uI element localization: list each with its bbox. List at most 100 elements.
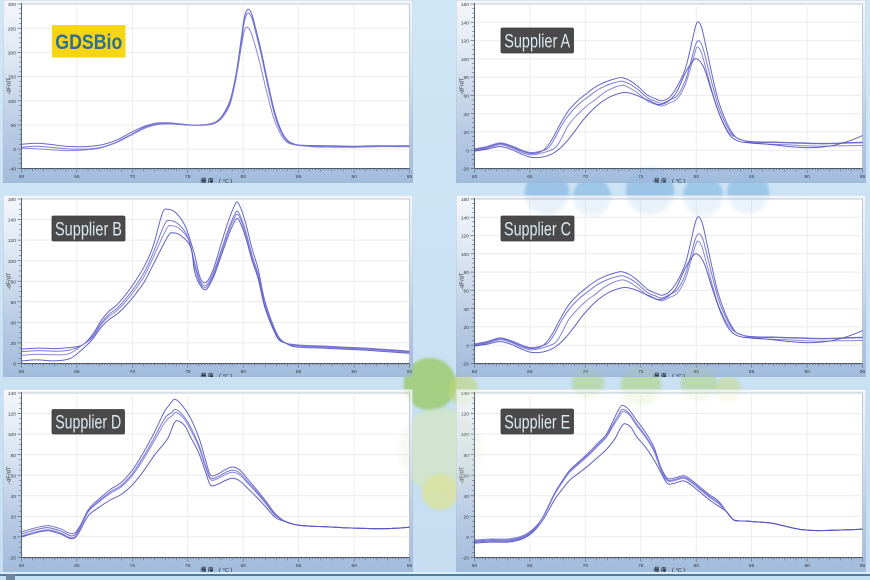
svg-text:-dF/dT: -dF/dT xyxy=(460,77,466,95)
svg-text:75: 75 xyxy=(185,563,191,569)
svg-text:60: 60 xyxy=(472,174,478,180)
svg-text:40: 40 xyxy=(11,494,17,500)
svg-text:60: 60 xyxy=(11,300,17,306)
svg-text:50: 50 xyxy=(11,123,17,129)
svg-text:-20: -20 xyxy=(462,556,469,562)
svg-text:75: 75 xyxy=(638,563,644,569)
svg-text:(: ( xyxy=(219,179,221,183)
svg-text:20: 20 xyxy=(11,341,17,347)
svg-text:60: 60 xyxy=(472,563,478,569)
svg-text:0: 0 xyxy=(466,535,469,541)
svg-text:75: 75 xyxy=(185,174,191,180)
svg-text:°C: °C xyxy=(223,568,229,572)
svg-text:90: 90 xyxy=(804,563,810,569)
svg-text:70: 70 xyxy=(130,369,136,375)
svg-text:Supplier E: Supplier E xyxy=(504,412,570,433)
svg-text:90: 90 xyxy=(351,563,357,569)
svg-text:): ) xyxy=(683,179,685,183)
svg-text:75: 75 xyxy=(185,369,191,375)
svg-text:85: 85 xyxy=(296,174,302,180)
svg-text:80: 80 xyxy=(693,369,699,375)
svg-text:60: 60 xyxy=(19,174,25,180)
svg-text:140: 140 xyxy=(461,215,469,221)
svg-text:40: 40 xyxy=(464,112,470,118)
svg-text:0: 0 xyxy=(466,148,469,154)
svg-text:140: 140 xyxy=(8,391,16,397)
svg-text:-dF/dT: -dF/dT xyxy=(460,466,466,484)
svg-text:200: 200 xyxy=(8,51,16,57)
svg-text:60: 60 xyxy=(464,473,470,479)
svg-text:80: 80 xyxy=(240,174,246,180)
svg-text:40: 40 xyxy=(11,321,17,327)
svg-text:60: 60 xyxy=(464,289,470,295)
svg-text:-40: -40 xyxy=(9,167,16,173)
svg-text:90: 90 xyxy=(351,369,357,375)
svg-text:100: 100 xyxy=(461,432,469,438)
svg-text:80: 80 xyxy=(464,453,470,459)
svg-text:140: 140 xyxy=(461,391,469,397)
svg-text:20: 20 xyxy=(464,130,470,136)
svg-text:100: 100 xyxy=(8,432,16,438)
svg-text:60: 60 xyxy=(11,473,17,479)
svg-text:95: 95 xyxy=(407,174,413,180)
svg-text:0: 0 xyxy=(13,147,16,153)
svg-text:95: 95 xyxy=(860,369,866,375)
svg-text:160: 160 xyxy=(461,197,469,203)
svg-text:90: 90 xyxy=(804,369,810,375)
svg-text:-dF/dT: -dF/dT xyxy=(7,272,13,290)
svg-text:-20: -20 xyxy=(9,556,16,562)
svg-text:80: 80 xyxy=(11,279,17,285)
svg-text:65: 65 xyxy=(527,174,533,180)
svg-text:(: ( xyxy=(672,374,674,377)
svg-text:°C: °C xyxy=(676,179,682,183)
svg-text:°C: °C xyxy=(676,374,682,377)
svg-text:100: 100 xyxy=(8,259,16,265)
svg-text:): ) xyxy=(230,374,232,377)
svg-text:80: 80 xyxy=(693,563,699,569)
svg-text:85: 85 xyxy=(296,563,302,569)
svg-text:150: 150 xyxy=(8,75,16,81)
svg-text:65: 65 xyxy=(527,369,533,375)
svg-text:Supplier A: Supplier A xyxy=(504,31,570,52)
svg-text:95: 95 xyxy=(407,563,413,569)
svg-text:0: 0 xyxy=(13,535,16,541)
svg-text:-20: -20 xyxy=(462,167,469,173)
svg-text:90: 90 xyxy=(351,174,357,180)
svg-text:120: 120 xyxy=(461,234,469,240)
svg-text:-dF/dT: -dF/dT xyxy=(460,272,466,290)
svg-text:60: 60 xyxy=(464,94,470,100)
svg-text:GDSBio: GDSBio xyxy=(55,31,122,54)
svg-text:80: 80 xyxy=(693,174,699,180)
svg-text:65: 65 xyxy=(74,369,80,375)
svg-text:160: 160 xyxy=(461,2,469,8)
svg-text:300: 300 xyxy=(8,2,16,8)
svg-text:250: 250 xyxy=(8,26,16,32)
svg-text:): ) xyxy=(230,179,232,183)
svg-text:65: 65 xyxy=(74,174,80,180)
svg-text:140: 140 xyxy=(8,218,16,224)
svg-text:70: 70 xyxy=(583,369,589,375)
svg-text:70: 70 xyxy=(583,563,589,569)
svg-text:120: 120 xyxy=(461,39,469,45)
svg-text:80: 80 xyxy=(240,369,246,375)
svg-text:80: 80 xyxy=(464,75,470,81)
svg-text:85: 85 xyxy=(296,369,302,375)
svg-text:-20: -20 xyxy=(462,362,469,368)
svg-text:80: 80 xyxy=(11,453,17,459)
svg-text:80: 80 xyxy=(240,563,246,569)
svg-text:°C: °C xyxy=(676,568,682,572)
svg-text:-dF/dT: -dF/dT xyxy=(7,466,13,484)
svg-text:(: ( xyxy=(672,179,674,183)
svg-text:80: 80 xyxy=(464,270,470,276)
svg-text:100: 100 xyxy=(461,252,469,258)
svg-text:0: 0 xyxy=(13,362,16,368)
svg-text:Supplier B: Supplier B xyxy=(55,219,122,240)
svg-text:95: 95 xyxy=(860,174,866,180)
svg-text:60: 60 xyxy=(472,369,478,375)
svg-text:20: 20 xyxy=(464,325,470,331)
svg-text:120: 120 xyxy=(8,238,16,244)
svg-text:65: 65 xyxy=(74,563,80,569)
svg-text:70: 70 xyxy=(583,174,589,180)
svg-text:20: 20 xyxy=(11,515,17,521)
svg-text:85: 85 xyxy=(749,563,755,569)
